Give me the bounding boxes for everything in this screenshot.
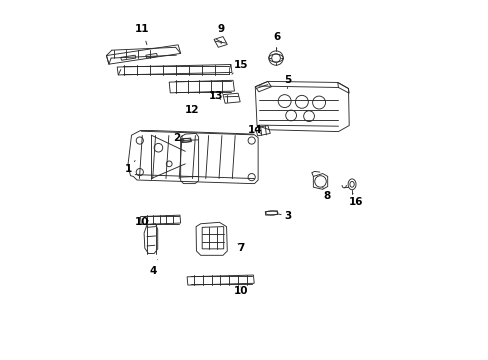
Text: 5: 5	[284, 75, 290, 89]
Text: 11: 11	[135, 24, 149, 45]
Text: 3: 3	[278, 211, 290, 221]
Text: 4: 4	[149, 260, 157, 276]
Text: 10: 10	[233, 286, 247, 296]
Text: 1: 1	[124, 161, 135, 174]
Text: 9: 9	[217, 24, 224, 44]
Text: 13: 13	[208, 91, 223, 101]
Text: 12: 12	[185, 105, 199, 115]
Text: 2: 2	[172, 133, 183, 143]
Text: 10: 10	[135, 217, 149, 227]
Text: 16: 16	[348, 193, 362, 207]
Text: 15: 15	[231, 60, 247, 74]
Text: 7: 7	[237, 243, 244, 253]
Text: 14: 14	[247, 125, 262, 135]
Text: 6: 6	[273, 32, 280, 49]
Text: 8: 8	[322, 187, 330, 201]
